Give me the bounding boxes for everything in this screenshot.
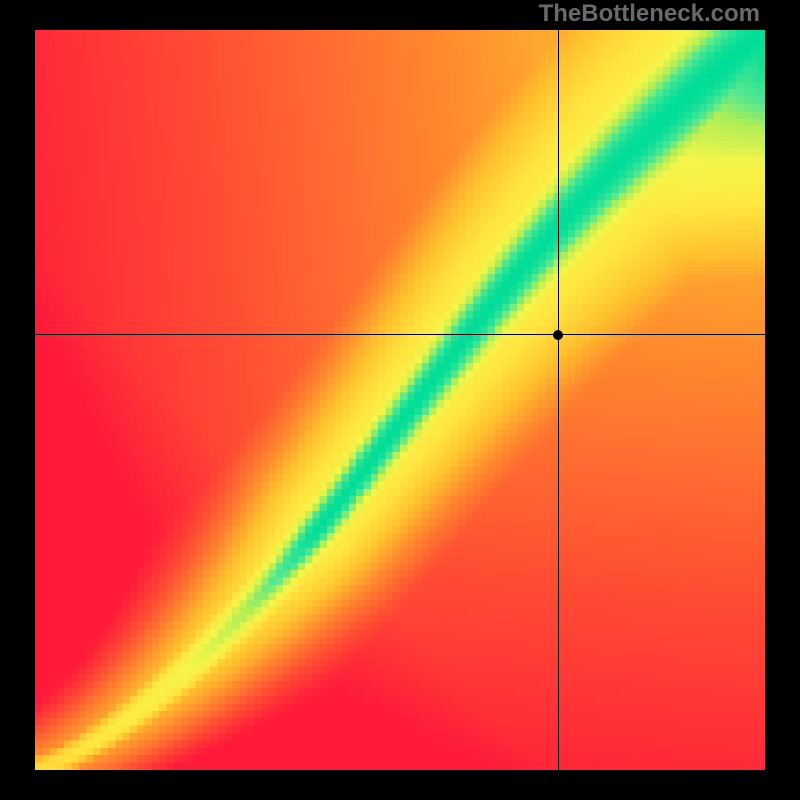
- bottleneck-heatmap: [35, 30, 765, 770]
- watermark-text: TheBottleneck.com: [539, 0, 760, 28]
- crosshair-vertical: [558, 30, 559, 770]
- chart-container: TheBottleneck.com: [0, 0, 800, 800]
- crosshair-horizontal: [35, 334, 765, 335]
